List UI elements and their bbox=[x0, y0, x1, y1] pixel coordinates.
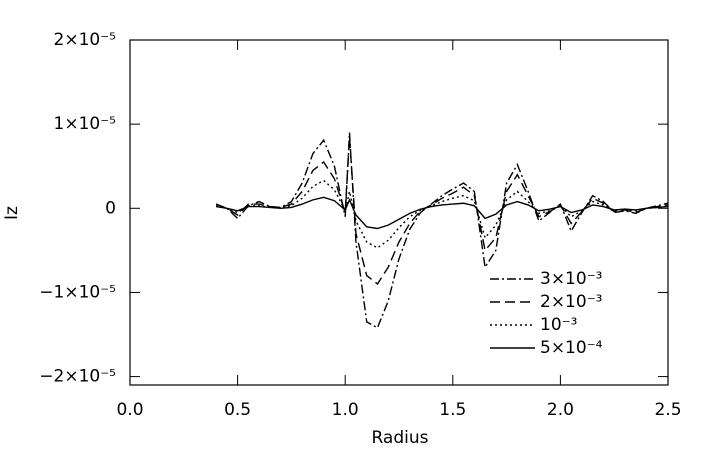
y-tick-label: −1×10⁻⁵ bbox=[39, 282, 116, 302]
y-tick-label: 2×10⁻⁵ bbox=[54, 30, 116, 50]
series-line bbox=[215, 132, 669, 329]
x-tick-label: 0.5 bbox=[224, 400, 251, 420]
x-tick-label: 1.0 bbox=[332, 400, 359, 420]
plot-frame bbox=[129, 39, 669, 386]
x-tick-label: 1.5 bbox=[439, 400, 466, 420]
legend-label: 3×10⁻³ bbox=[540, 269, 602, 289]
legend-label: 10⁻³ bbox=[540, 315, 577, 335]
series-line bbox=[215, 179, 669, 249]
legend-label: 5×10⁻⁴ bbox=[540, 338, 603, 358]
x-axis-label: Radius bbox=[371, 428, 428, 448]
x-tick-label: 2.0 bbox=[547, 400, 574, 420]
x-tick-label: 0.0 bbox=[116, 400, 143, 420]
x-tick-label: 2.5 bbox=[654, 400, 681, 420]
y-tick-label: 0 bbox=[105, 198, 116, 218]
series-line bbox=[215, 196, 669, 230]
y-tick-label: −2×10⁻⁵ bbox=[39, 367, 116, 387]
y-tick-label: 1×10⁻⁵ bbox=[54, 114, 116, 134]
y-axis-label: Iz bbox=[2, 206, 22, 220]
legend-label: 2×10⁻³ bbox=[540, 292, 602, 312]
series-line bbox=[215, 136, 669, 286]
